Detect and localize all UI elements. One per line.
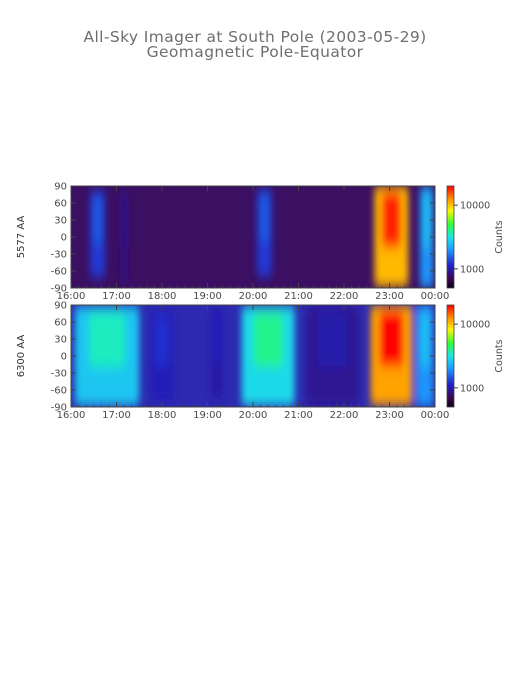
y-tick-label: 0 [61, 352, 67, 363]
x-tick-label: 00:00 [421, 410, 450, 421]
x-tick-label: 23:00 [375, 410, 404, 421]
colorbar-scale-5577 [446, 185, 455, 289]
y-tick-label: -90 [51, 284, 67, 295]
panel-6300: 6300 AA 90 60 30 0 -30 -60 -90 16:00 17:00 18:00… [16, 301, 505, 422]
colorbar-5577: 10000 1000 Counts [446, 185, 505, 289]
x-tick-label: 18:00 [148, 410, 177, 421]
colorbar-6300: 10000 1000 Counts [446, 304, 505, 408]
heatmap-band-core-1 [121, 194, 127, 248]
heatmap-band-core-3 [381, 192, 401, 248]
heatmap-band-core-5 [379, 311, 404, 367]
y-tick-label: 60 [54, 199, 67, 210]
y-axis-label-6300: 6300 AA [16, 335, 27, 378]
y-tick-label: -60 [51, 267, 67, 278]
heatmap-band-core-3 [253, 312, 284, 367]
colorbar-tick-label: 1000 [460, 383, 484, 394]
x-tick-label: 18:00 [148, 291, 177, 302]
x-tick-label: 23:00 [375, 291, 404, 302]
y-tick-label: -30 [51, 250, 67, 261]
y-tick-label: -60 [51, 386, 67, 397]
x-tick-label: 17:00 [102, 291, 131, 302]
x-tick-label: 22:00 [330, 410, 359, 421]
y-tick-label: 90 [54, 182, 67, 193]
y-tick-label: 0 [61, 233, 67, 244]
y-tick-label: 90 [54, 301, 67, 312]
x-tick-label: 17:00 [102, 410, 131, 421]
heatmap-6300 [71, 305, 435, 407]
chart-subtitle: Geomagnetic Pole-Equator [147, 43, 364, 61]
heatmap-band-core-1 [155, 316, 169, 366]
x-tick-label: 21:00 [284, 291, 313, 302]
heatmap-band-core-2 [213, 313, 221, 364]
chart-title: All-Sky Imager at South Pole (2003-05-29… [83, 28, 426, 46]
x-tick-label: 19:00 [193, 291, 222, 302]
colorbar-scale-6300 [446, 304, 455, 408]
colorbar-label-5577: Counts [494, 220, 505, 253]
heatmap-band-core-4 [317, 312, 348, 367]
x-tick-label: 16:00 [57, 291, 86, 302]
heatmap-band-core-6 [419, 311, 430, 368]
x-tick-label: 22:00 [330, 291, 359, 302]
x-tick-label: 21:00 [284, 410, 313, 421]
colorbar-label-6300: Counts [494, 339, 505, 372]
panel-5577: 5577 AA 90 60 30 0 -30 -60 -90 16:00 17:00 18:00… [16, 182, 505, 303]
colorbar-tick-label: 1000 [460, 264, 484, 275]
x-tick-label: 16:00 [57, 410, 86, 421]
heatmap-band-core-0 [93, 195, 102, 244]
y-tick-label: 30 [54, 335, 67, 346]
heatmap-band-core-2 [260, 194, 269, 243]
colorbar-tick-label: 10000 [460, 201, 490, 212]
y-tick-label: -90 [51, 403, 67, 414]
heatmap-5577 [71, 186, 435, 288]
x-tick-label: 20:00 [239, 291, 268, 302]
y-tick-label: 30 [54, 216, 67, 227]
x-tick-label: 00:00 [421, 291, 450, 302]
heatmap-band-core-4 [422, 192, 431, 249]
y-tick-label: -30 [51, 369, 67, 380]
y-axis-label-5577: 5577 AA [16, 216, 27, 259]
x-tick-label: 19:00 [193, 410, 222, 421]
heatmap-band-core-0 [88, 312, 126, 367]
y-tick-label: 60 [54, 318, 67, 329]
x-tick-label: 20:00 [239, 410, 268, 421]
colorbar-tick-label: 10000 [460, 320, 490, 331]
